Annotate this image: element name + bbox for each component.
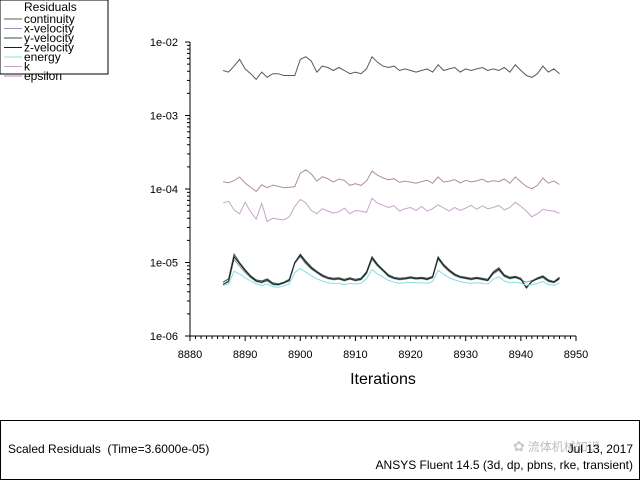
legend-box — [0, 0, 109, 75]
wechat-icon: ✿ — [513, 438, 525, 454]
series-line-y-velocity — [222, 252, 560, 289]
legend-items: continuityx-velocityy-velocityz-velocity… — [4, 12, 75, 83]
status-footer: Scaled Residuals (Time=3.6000e-05) ✿ 流体机… — [0, 420, 640, 480]
series-line-energy — [222, 267, 560, 288]
y-tick-label: 1e-06 — [150, 331, 178, 343]
y-tick-label: 1e-04 — [150, 184, 178, 196]
x-tick-label: 8910 — [343, 349, 367, 361]
y-tick-label: 1e-03 — [150, 111, 178, 123]
watermark: ✿ 流体机械知识 — [513, 438, 600, 455]
series-layer — [222, 55, 560, 289]
x-tick-label: 8920 — [398, 349, 422, 361]
x-tick-label: 8930 — [453, 349, 477, 361]
x-tick-label: 8950 — [564, 349, 588, 361]
legend-label-y-velocity: y-velocity — [24, 31, 74, 45]
x-tick-label: 8890 — [233, 349, 257, 361]
y-ticks: 1e-06 1e-05 1e-04 1e-03 1e-02 — [150, 37, 190, 343]
x-tick-label: 8880 — [178, 349, 202, 361]
x-tick-label: 8940 — [509, 349, 533, 361]
x-axis-label: Iterations — [350, 371, 416, 388]
series-line-continuity — [222, 55, 560, 81]
legend-label-z-velocity: z-velocity — [24, 41, 74, 55]
legend-label-k: k — [24, 60, 31, 74]
series-line-z-velocity — [222, 254, 560, 289]
legend-label-x-velocity: x-velocity — [24, 22, 74, 36]
y-tick-label: 1e-05 — [150, 258, 178, 270]
series-line-k — [222, 197, 560, 223]
legend-label-continuity: continuity — [24, 12, 75, 26]
legend-title: Residuals — [24, 0, 77, 14]
residuals-plot: 1e-06 1e-05 1e-04 1e-03 1e-02 8880 8890 8900 89… — [0, 0, 588, 388]
legend-label-epsilon: epsilon — [24, 69, 62, 83]
watermark-text: 流体机械知识 — [527, 440, 600, 454]
series-line-epsilon — [223, 169, 560, 192]
plot-axes — [189, 42, 576, 337]
footer-title: Scaled Residuals (Time=3.6000e-05) — [8, 442, 210, 456]
legend-label-energy: energy — [24, 50, 61, 64]
x-tick-label: 8900 — [288, 349, 312, 361]
footer-product: ANSYS Fluent 14.5 (3d, dp, pbns, rke, tr… — [375, 458, 633, 472]
series-line-x-velocity — [222, 255, 560, 286]
y-tick-label: 1e-02 — [150, 37, 178, 49]
legend: Residuals continuityx-velocityy-velocity… — [0, 0, 109, 83]
footer-date: Jul 13, 2017 — [567, 442, 633, 456]
x-ticks: 8880 8890 8900 8910 8920 8930 8940 8950 — [178, 336, 588, 361]
